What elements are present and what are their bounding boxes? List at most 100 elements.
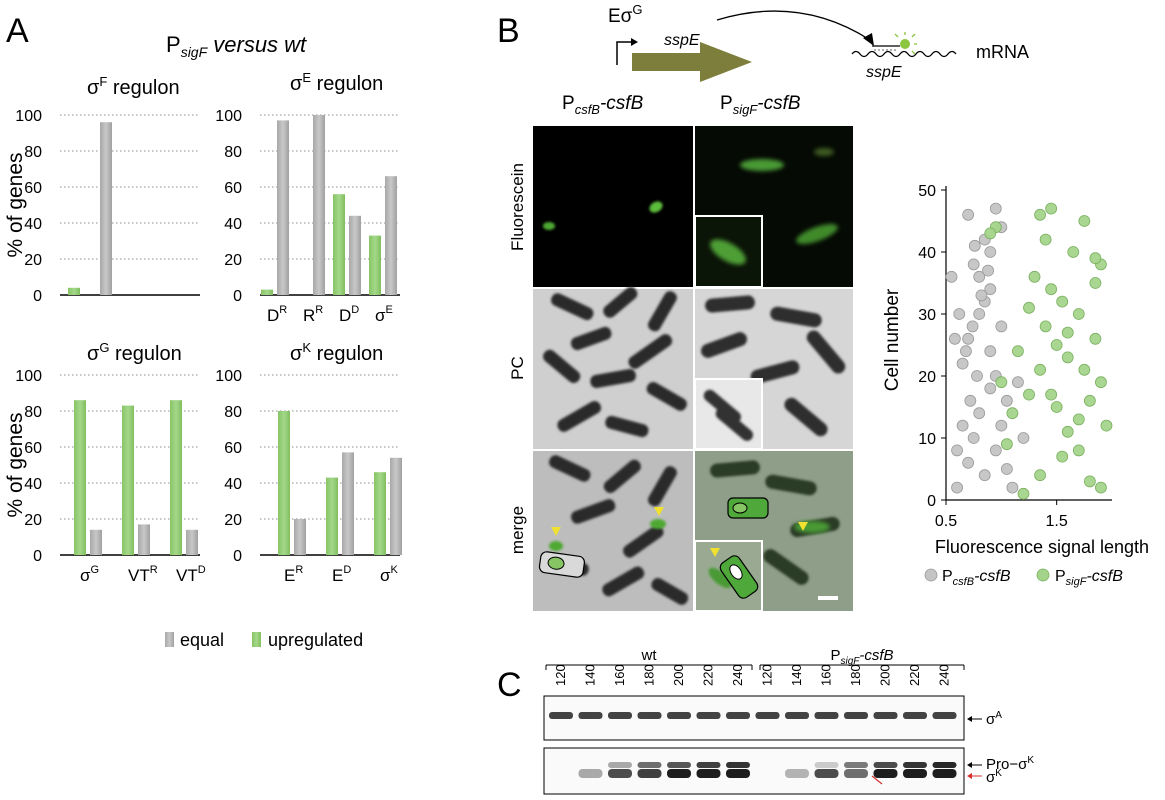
point-sigf — [1034, 208, 1046, 221]
point-sigf — [1034, 363, 1046, 376]
point-sigf — [1061, 351, 1074, 364]
category-base: D — [267, 306, 279, 325]
point-sigf — [1089, 277, 1102, 289]
title-sup: E — [302, 70, 311, 85]
y-tick-label: 30 — [918, 307, 936, 324]
bar-equal — [390, 457, 402, 555]
category-label: ER — [284, 564, 303, 585]
point-csfb — [967, 258, 980, 271]
point-csfb — [984, 382, 997, 395]
band-pro-sigma-k — [932, 762, 957, 768]
scatter-y-label: Cell number — [882, 288, 903, 391]
fluor-spots-sigf — [740, 148, 838, 244]
band-sigma-a — [549, 712, 573, 719]
red-arrow — [871, 775, 883, 785]
row-label-pc: PC — [508, 356, 527, 380]
promoter-arrow — [616, 41, 634, 65]
x-tick-label: 1.5 — [1046, 513, 1068, 530]
point-csfb — [978, 469, 991, 482]
lane-label: 140 — [789, 664, 804, 686]
pc-cells-csfb — [543, 287, 687, 438]
point-csfb — [973, 308, 986, 320]
title-sigma: σ — [290, 343, 303, 365]
category-sup: D — [198, 564, 206, 576]
point-csfb — [973, 407, 986, 420]
y-tick-label: 0 — [33, 288, 42, 305]
band-sigma-a — [932, 712, 957, 719]
micrograph-grid — [533, 126, 853, 612]
bar-equal — [277, 120, 289, 296]
point-sigf — [1078, 363, 1091, 376]
band-sigma-k — [667, 769, 691, 778]
point-sigf — [1039, 320, 1052, 333]
transcription-arrow — [716, 10, 871, 41]
category-base: VT — [128, 566, 150, 585]
legend-dot-csfb — [924, 568, 938, 582]
point-sigf — [1083, 475, 1096, 488]
point-sigf — [1072, 413, 1085, 426]
bands-sigma-k — [578, 762, 957, 778]
point-sigf — [995, 376, 1008, 389]
category-base: R — [303, 306, 315, 325]
bar-equal — [342, 452, 354, 555]
legend-label-upregulated: upregulated — [268, 630, 363, 650]
group-label-sigf: PsigF-csfB — [830, 647, 893, 667]
y-tick-label: 100 — [215, 368, 242, 385]
band-sigma-a — [844, 712, 868, 719]
y-tick-label: 0 — [233, 548, 242, 565]
point-csfb — [962, 456, 975, 469]
category-sup: D — [351, 304, 359, 316]
point-csfb — [1017, 432, 1030, 444]
point-sigf — [1078, 215, 1091, 227]
point-sigf — [1095, 376, 1107, 389]
band-sigma-a — [578, 712, 603, 719]
y-tick-label: 60 — [24, 180, 42, 197]
legend-dot-sigf — [1036, 568, 1050, 582]
point-csfb — [962, 208, 975, 221]
panel-a-title: PsigF versus wt — [166, 32, 307, 60]
bar-equal — [385, 176, 397, 295]
y-tick-label: 60 — [224, 440, 242, 457]
category-sup: R — [315, 304, 323, 316]
point-csfb — [989, 202, 1002, 215]
bar-upregulated — [326, 477, 338, 555]
point-sigf — [1006, 407, 1019, 420]
band-sigma-a — [873, 712, 898, 719]
category-base: σ — [375, 306, 386, 325]
bar-equal — [349, 215, 361, 295]
label-sigma-k: σK — [986, 768, 1002, 786]
scatter-x-label: Fluorescence signal length — [935, 537, 1149, 557]
band-sigma-a — [608, 712, 632, 719]
bar-upregulated — [74, 400, 86, 555]
point-sigf — [1039, 233, 1052, 246]
point-sigf — [1072, 444, 1085, 457]
band-sigma-k — [608, 769, 632, 778]
y-tick-label: 0 — [927, 493, 936, 510]
y-tick-label: 0 — [233, 288, 242, 305]
point-sigf — [1045, 202, 1058, 215]
inset-merge-signal — [708, 567, 732, 589]
band-sigma-a — [785, 712, 809, 719]
y-tick-label: 0 — [33, 548, 42, 565]
band-pro-sigma-k — [637, 762, 662, 768]
point-csfb — [975, 289, 988, 302]
category-base: D — [339, 306, 351, 325]
category-sup: R — [279, 304, 287, 316]
band-pro-sigma-k — [726, 762, 750, 768]
point-sigf — [1050, 401, 1063, 413]
title-sigma: σ — [290, 73, 303, 95]
band-sigma-k — [873, 769, 898, 778]
point-csfb — [1006, 481, 1019, 494]
y-tick-label: 20 — [224, 252, 242, 269]
point-csfb — [948, 332, 961, 345]
point-csfb — [945, 270, 958, 283]
category-sup: E — [386, 304, 393, 316]
y-tick-label: 60 — [224, 180, 242, 197]
panel-label-c: C — [497, 666, 522, 704]
y-tick-label: 100 — [15, 108, 42, 125]
row-label-merge: merge — [508, 506, 527, 554]
y-tick-label: 60 — [24, 440, 42, 457]
point-csfb — [962, 332, 975, 345]
band-sigma-a — [814, 712, 839, 719]
bar-upregulated — [122, 405, 134, 555]
